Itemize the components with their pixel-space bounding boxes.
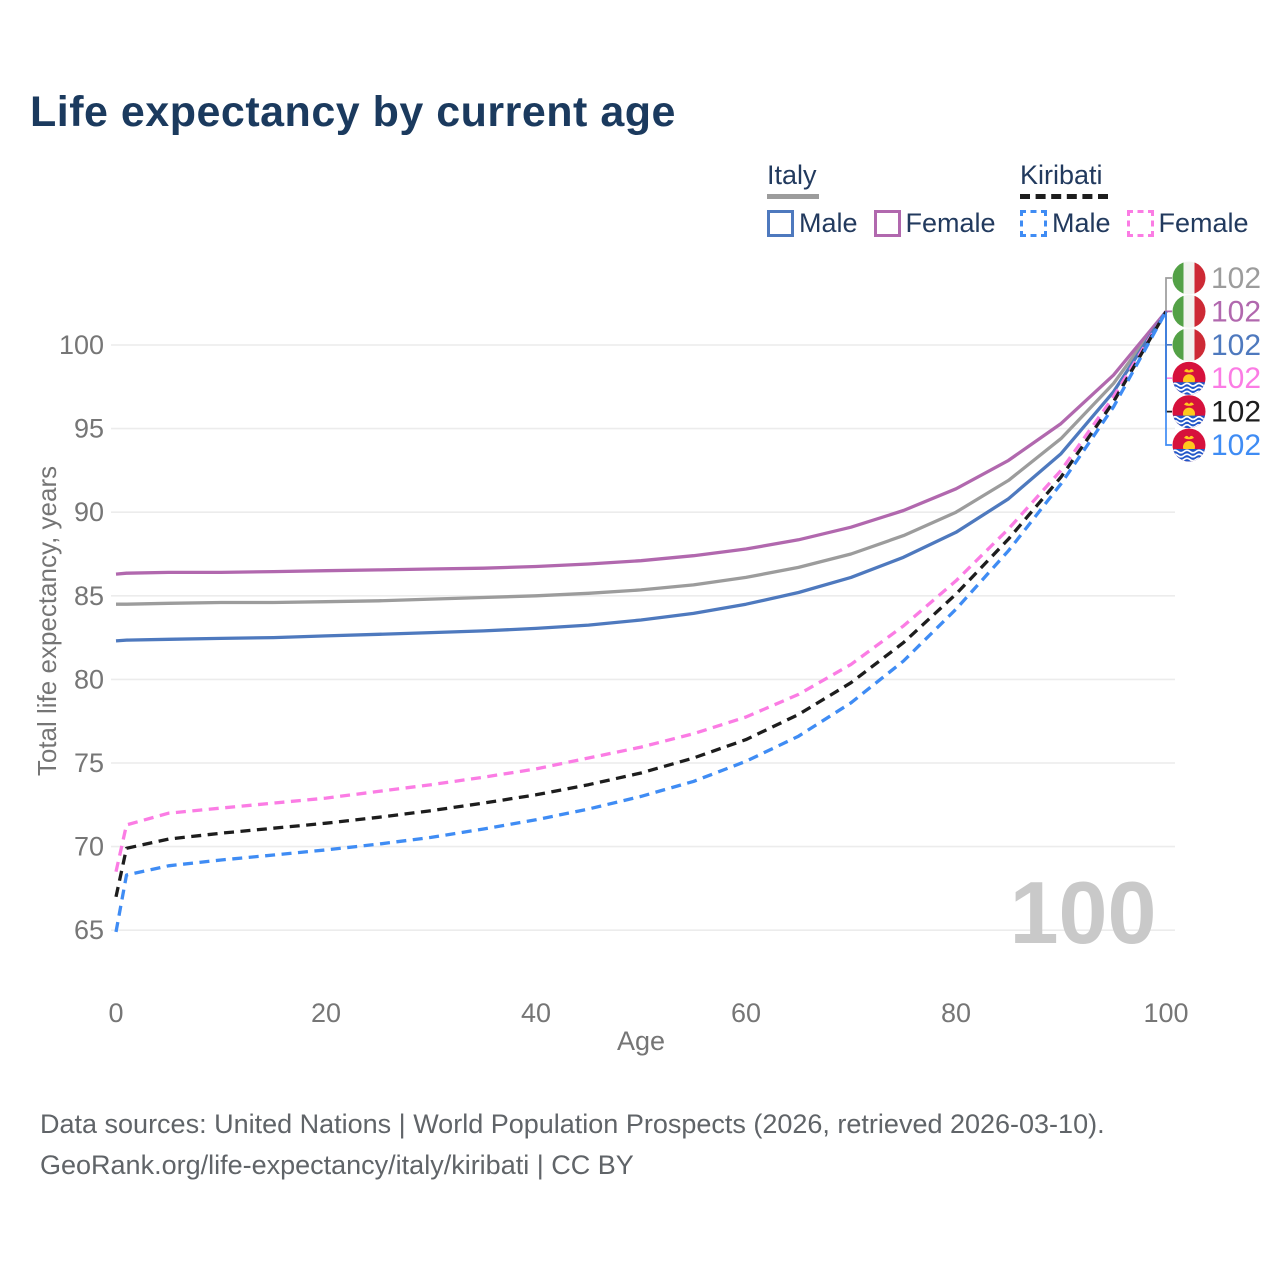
legend-group-kiribati: Kiribati Male Female [1020, 160, 1265, 239]
y-tick-label: 65 [74, 915, 104, 945]
end-value-label-kiribati-male: 102 [1211, 429, 1261, 462]
italy-flag-icon [1172, 328, 1206, 362]
data-source-footer: Data sources: United Nations | World Pop… [40, 1104, 1105, 1186]
legend-label-italy-female[interactable]: Female [905, 208, 996, 238]
end-label-leader-kiribati-male [1165, 311, 1172, 446]
series-line-kiribati-female[interactable] [114, 310, 1168, 873]
kiribati-flag-icon [1172, 428, 1206, 462]
x-tick-label: 60 [731, 998, 761, 1028]
end-value-label-italy-female: 102 [1211, 295, 1261, 328]
end-label-leader-italy-male [1165, 311, 1172, 346]
legend-swatch-italy-female[interactable] [873, 210, 901, 237]
italy-flag-icon [1172, 294, 1206, 328]
footer-line-1: Data sources: United Nations | World Pop… [40, 1109, 1105, 1139]
series-line-kiribati-both-sexes[interactable] [114, 310, 1168, 898]
series-line-italy-male[interactable] [115, 310, 1168, 643]
legend-label-kiribati-male[interactable]: Male [1052, 208, 1111, 238]
legend-swatch-kiribati-male[interactable] [1020, 210, 1047, 237]
footer-line-2: GeoRank.org/life-expectancy/italy/kiriba… [40, 1150, 634, 1180]
y-tick-label: 80 [74, 664, 104, 694]
kiribati-flag-icon [1172, 395, 1206, 429]
x-tick-label: 20 [311, 998, 341, 1028]
legend-italy-heading[interactable]: Italy [767, 160, 817, 190]
series-line-italy-both-sexes[interactable] [116, 310, 1168, 606]
end-label-leader-italy-both-sexes [1165, 277, 1172, 312]
legend-kiribati-line-swatch [1020, 194, 1108, 199]
end-value-label-italy-male: 102 [1211, 329, 1261, 362]
legend-group-italy: Italy Male Female [767, 160, 1012, 239]
x-axis-title: Age [616, 1026, 666, 1056]
page-title: Life expectancy by current age [30, 88, 676, 136]
end-value-label-kiribati-both-sexes: 102 [1211, 396, 1261, 429]
y-tick-label: 90 [74, 497, 104, 527]
y-tick-label: 95 [74, 414, 104, 444]
legend-italy-line-swatch [767, 194, 819, 199]
y-tick-label: 75 [74, 748, 104, 778]
legend-label-italy-male[interactable]: Male [799, 208, 858, 238]
series-line-kiribati-male[interactable] [114, 310, 1168, 933]
legend-label-kiribati-female[interactable]: Female [1158, 208, 1249, 238]
y-tick-label: 70 [74, 832, 104, 862]
legend-swatch-kiribati-female[interactable] [1126, 210, 1154, 237]
x-tick-label: 0 [108, 998, 123, 1028]
end-value-label-kiribati-female: 102 [1211, 362, 1261, 395]
kiribati-flag-icon [1172, 361, 1206, 395]
series-line-italy-female[interactable] [115, 310, 1168, 576]
frame-counter-watermark: 100 [1010, 863, 1157, 962]
end-label-leader-kiribati-both-sexes [1165, 311, 1172, 413]
x-tick-label: 80 [941, 998, 971, 1028]
y-tick-label: 100 [59, 330, 104, 360]
x-tick-label: 40 [521, 998, 551, 1028]
x-tick-label: 100 [1143, 998, 1188, 1028]
italy-flag-icon [1172, 261, 1206, 295]
legend-swatch-italy-male[interactable] [767, 210, 794, 237]
legend-kiribati-heading[interactable]: Kiribati [1020, 160, 1103, 190]
y-tick-label: 85 [74, 581, 104, 611]
end-value-label-italy-both-sexes: 102 [1211, 262, 1261, 295]
